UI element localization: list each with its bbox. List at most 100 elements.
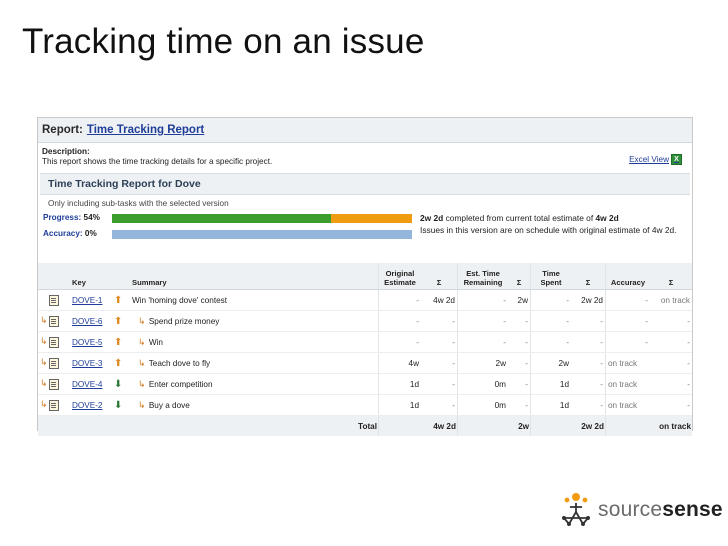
issue-type-cell <box>38 289 70 311</box>
time-spent-sum-cell: - <box>571 352 606 374</box>
description-label: Description: <box>42 147 90 156</box>
col-key[interactable]: Key <box>70 263 112 290</box>
issue-key-cell[interactable]: DOVE-2 <box>70 394 112 416</box>
accuracy-sum-cell: - <box>650 310 692 332</box>
original-estimate-cell: - <box>378 310 421 332</box>
issue-summary[interactable]: Win <box>148 337 163 347</box>
issue-summary[interactable]: Spend prize money <box>148 316 220 326</box>
issue-type-cell: ↳ <box>38 394 70 416</box>
original-estimate-sum-cell: - <box>421 310 458 332</box>
table-row: ↳ DOVE-6 ⬆ ↳ Spend prize money - - - - - - - - <box>38 310 692 332</box>
col-time-spent: Time Spent <box>530 263 571 290</box>
issue-type-icon <box>48 357 59 369</box>
report-name-link[interactable]: Time Tracking Report <box>86 124 205 136</box>
original-estimate-cell: 1d <box>378 373 421 395</box>
remaining-cell: - <box>457 331 508 353</box>
summary-cell[interactable]: ↳ Enter competition <box>130 373 379 395</box>
description-text: This report shows the time tracking deta… <box>42 157 273 166</box>
time-spent-cell: - <box>530 310 571 332</box>
issue-summary[interactable]: Teach dove to fly <box>148 358 211 368</box>
accuracy-bar <box>112 230 412 239</box>
sub-task-arrow-icon: ↳ <box>40 357 48 368</box>
issue-key-cell[interactable]: DOVE-5 <box>70 331 112 353</box>
excel-view-label[interactable]: Excel View <box>629 154 669 164</box>
col-sigma-2: Σ <box>508 263 531 290</box>
sourcesense-logo-text: sourcesense <box>598 498 723 521</box>
total-label: Total <box>38 415 379 436</box>
remaining-cell: 0m <box>457 394 508 416</box>
time-spent-cell: 2w <box>530 352 571 374</box>
issue-key-cell[interactable]: DOVE-6 <box>70 310 112 332</box>
remaining-cell: - <box>457 289 508 311</box>
sub-task-arrow-icon: ↳ <box>138 378 146 389</box>
col-priority <box>112 263 130 290</box>
summary-cell[interactable]: ↳ Win <box>130 331 379 353</box>
issue-key-link[interactable]: DOVE-5 <box>72 337 103 347</box>
time-spent-sum-cell: - <box>571 310 606 332</box>
remaining-sum-cell: - <box>508 331 531 353</box>
issue-key-link[interactable]: DOVE-3 <box>72 358 103 368</box>
summary-cell[interactable]: Win 'homing dove' contest <box>130 289 379 311</box>
time-spent-sum-cell: 2w 2d <box>571 289 606 311</box>
priority-cell: ⬇ <box>112 394 130 416</box>
progress-bar-remaining <box>331 214 412 223</box>
issue-type-cell: ↳ <box>38 352 70 374</box>
table-row: DOVE-1 ⬆ Win 'homing dove' contest -4w 2d -2… <box>38 289 692 311</box>
issue-key-cell[interactable]: DOVE-3 <box>70 352 112 374</box>
progress-section: Progress: 54% 2w 2d completed from curre… <box>38 212 692 248</box>
priority-major-icon: ⬆ <box>114 336 123 348</box>
report-header: Report: Time Tracking Report <box>38 118 692 143</box>
issue-key-link[interactable]: DOVE-2 <box>72 400 103 410</box>
slide-title: Tracking time on an issue <box>22 22 425 61</box>
issue-key-link[interactable]: DOVE-6 <box>72 316 103 326</box>
remaining-sum-cell: 2w <box>508 289 531 311</box>
total-remaining: 2w <box>457 415 531 436</box>
issue-key-cell[interactable]: DOVE-1 <box>70 289 112 311</box>
original-estimate-cell: 4w <box>378 352 421 374</box>
summary-cell[interactable]: ↳ Buy a dove <box>130 394 379 416</box>
accuracy-sum-cell: - <box>650 373 692 395</box>
time-spent-cell: 1d <box>530 394 571 416</box>
sourcesense-logo-icon <box>562 493 590 526</box>
sub-task-arrow-icon: ↳ <box>138 357 146 368</box>
sub-task-arrow-icon: ↳ <box>138 399 146 410</box>
issue-summary[interactable]: Enter competition <box>148 379 213 389</box>
issue-key-cell[interactable]: DOVE-4 <box>70 373 112 395</box>
accuracy-cell: - <box>605 289 650 311</box>
issue-type-icon <box>48 315 59 327</box>
table-row: ↳ DOVE-2 ⬇ ↳ Buy a dove 1d -0m -1d - on track - <box>38 394 692 416</box>
excel-icon[interactable]: X <box>671 154 682 165</box>
issue-summary[interactable]: Win 'homing dove' contest <box>132 295 228 305</box>
accuracy-cell: on track <box>605 373 650 395</box>
issue-key-link[interactable]: DOVE-1 <box>72 295 103 305</box>
accuracy-sum-cell: - <box>650 394 692 416</box>
sub-task-arrow-icon: ↳ <box>138 315 146 326</box>
time-spent-cell: 1d <box>530 373 571 395</box>
original-estimate-sum-cell: - <box>421 373 458 395</box>
total-row: Total 4w 2d 2w 2w 2d on track <box>38 415 692 436</box>
accuracy-cell: - <box>605 310 650 332</box>
priority-major-icon: ⬆ <box>114 357 123 369</box>
summary-cell[interactable]: ↳ Spend prize money <box>130 310 379 332</box>
total-original: 4w 2d <box>378 415 458 436</box>
col-summary[interactable]: Summary <box>130 263 379 290</box>
table-header-row: Key Summary Original Estimate Σ Est. Tim… <box>38 263 692 290</box>
issue-summary[interactable]: Buy a dove <box>148 400 190 410</box>
progress-bar <box>112 214 412 223</box>
issue-type-icon <box>48 399 59 411</box>
summary-cell[interactable]: ↳ Teach dove to fly <box>130 352 379 374</box>
excel-view-link[interactable]: Excel View X <box>629 154 682 165</box>
progress-text: 2w 2d completed from current total estim… <box>420 213 619 223</box>
col-icon <box>38 263 70 290</box>
remaining-sum-cell: - <box>508 352 531 374</box>
sub-task-arrow-icon: ↳ <box>40 336 48 347</box>
accuracy-cell: - <box>605 331 650 353</box>
progress-bar-done <box>112 214 331 223</box>
accuracy-text: Issues in this version are on schedule w… <box>420 225 677 235</box>
time-spent-cell: - <box>530 289 571 311</box>
remaining-sum-cell: - <box>508 310 531 332</box>
issue-type-icon <box>49 294 59 306</box>
priority-major-icon: ⬆ <box>114 294 123 306</box>
issue-key-link[interactable]: DOVE-4 <box>72 379 103 389</box>
progress-label: Progress: 54% <box>43 213 100 222</box>
